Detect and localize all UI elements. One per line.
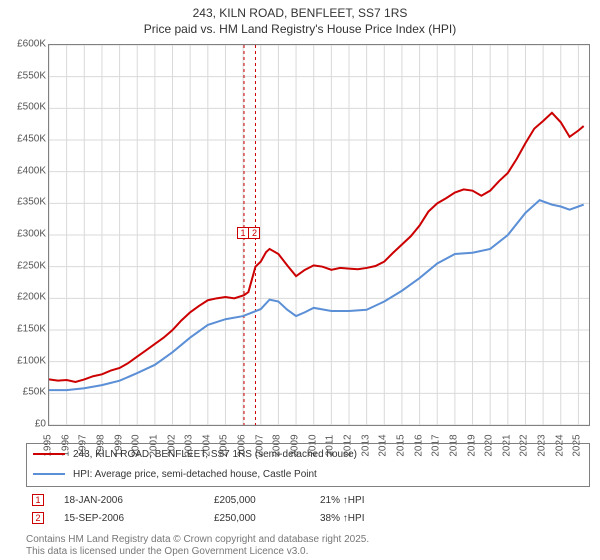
title-line-2: Price paid vs. HM Land Registry's House … — [144, 22, 456, 36]
marker-date-1: 18-JAN-2006 — [64, 495, 214, 506]
y-axis-label: £400K — [0, 165, 46, 176]
legend-swatch-price-paid — [33, 453, 65, 455]
y-axis-label: £450K — [0, 134, 46, 145]
attribution-line-1: Contains HM Land Registry data © Crown c… — [26, 534, 369, 545]
y-axis-label: £0 — [0, 419, 46, 430]
y-axis-label: £550K — [0, 70, 46, 81]
y-axis-label: £200K — [0, 292, 46, 303]
legend-item-hpi: HPI: Average price, semi-detached house,… — [27, 464, 589, 484]
chart-marker-1: 1 — [237, 227, 249, 239]
y-axis-label: £150K — [0, 324, 46, 335]
marker-pct-1: 21% HPI — [320, 495, 364, 506]
y-axis-label: £500K — [0, 102, 46, 113]
legend: 243, KILN ROAD, BENFLEET, SS7 1RS (semi-… — [26, 443, 590, 487]
marker-num-1: 1 — [35, 495, 40, 505]
marker-price-1: £205,000 — [214, 495, 320, 506]
y-axis-label: £100K — [0, 355, 46, 366]
marker-row-1: 1 18-JAN-2006 £205,000 21% HPI — [26, 491, 588, 509]
attribution-line-2: This data is licensed under the Open Gov… — [26, 546, 308, 557]
marker-badge-2: 2 — [32, 512, 44, 524]
y-axis-label: £300K — [0, 229, 46, 240]
legend-label-hpi: HPI: Average price, semi-detached house,… — [73, 469, 317, 480]
legend-label-price-paid: 243, KILN ROAD, BENFLEET, SS7 1RS (semi-… — [73, 449, 357, 460]
marker-pct-2: 38% HPI — [320, 513, 364, 524]
chart-svg — [49, 45, 589, 425]
marker-badge-1: 1 — [32, 494, 44, 506]
chart-title: 243, KILN ROAD, BENFLEET, SS7 1RS Price … — [0, 0, 600, 37]
marker-date-2: 15-SEP-2006 — [64, 513, 214, 524]
y-axis-label: £50K — [0, 387, 46, 398]
marker-row-2: 2 15-SEP-2006 £250,000 38% HPI — [26, 509, 588, 527]
chart-marker-2: 2 — [248, 227, 260, 239]
marker-price-2: £250,000 — [214, 513, 320, 524]
marker-table: 1 18-JAN-2006 £205,000 21% HPI 2 15-SEP-… — [26, 491, 588, 527]
marker-num-2: 2 — [35, 513, 40, 523]
y-axis-label: £600K — [0, 39, 46, 50]
legend-item-price-paid: 243, KILN ROAD, BENFLEET, SS7 1RS (semi-… — [27, 444, 589, 464]
y-axis-label: £250K — [0, 260, 46, 271]
chart-plot-area — [48, 44, 590, 426]
attribution: Contains HM Land Registry data © Crown c… — [26, 534, 588, 558]
title-line-1: 243, KILN ROAD, BENFLEET, SS7 1RS — [193, 6, 408, 20]
y-axis-label: £350K — [0, 197, 46, 208]
legend-swatch-hpi — [33, 473, 65, 475]
